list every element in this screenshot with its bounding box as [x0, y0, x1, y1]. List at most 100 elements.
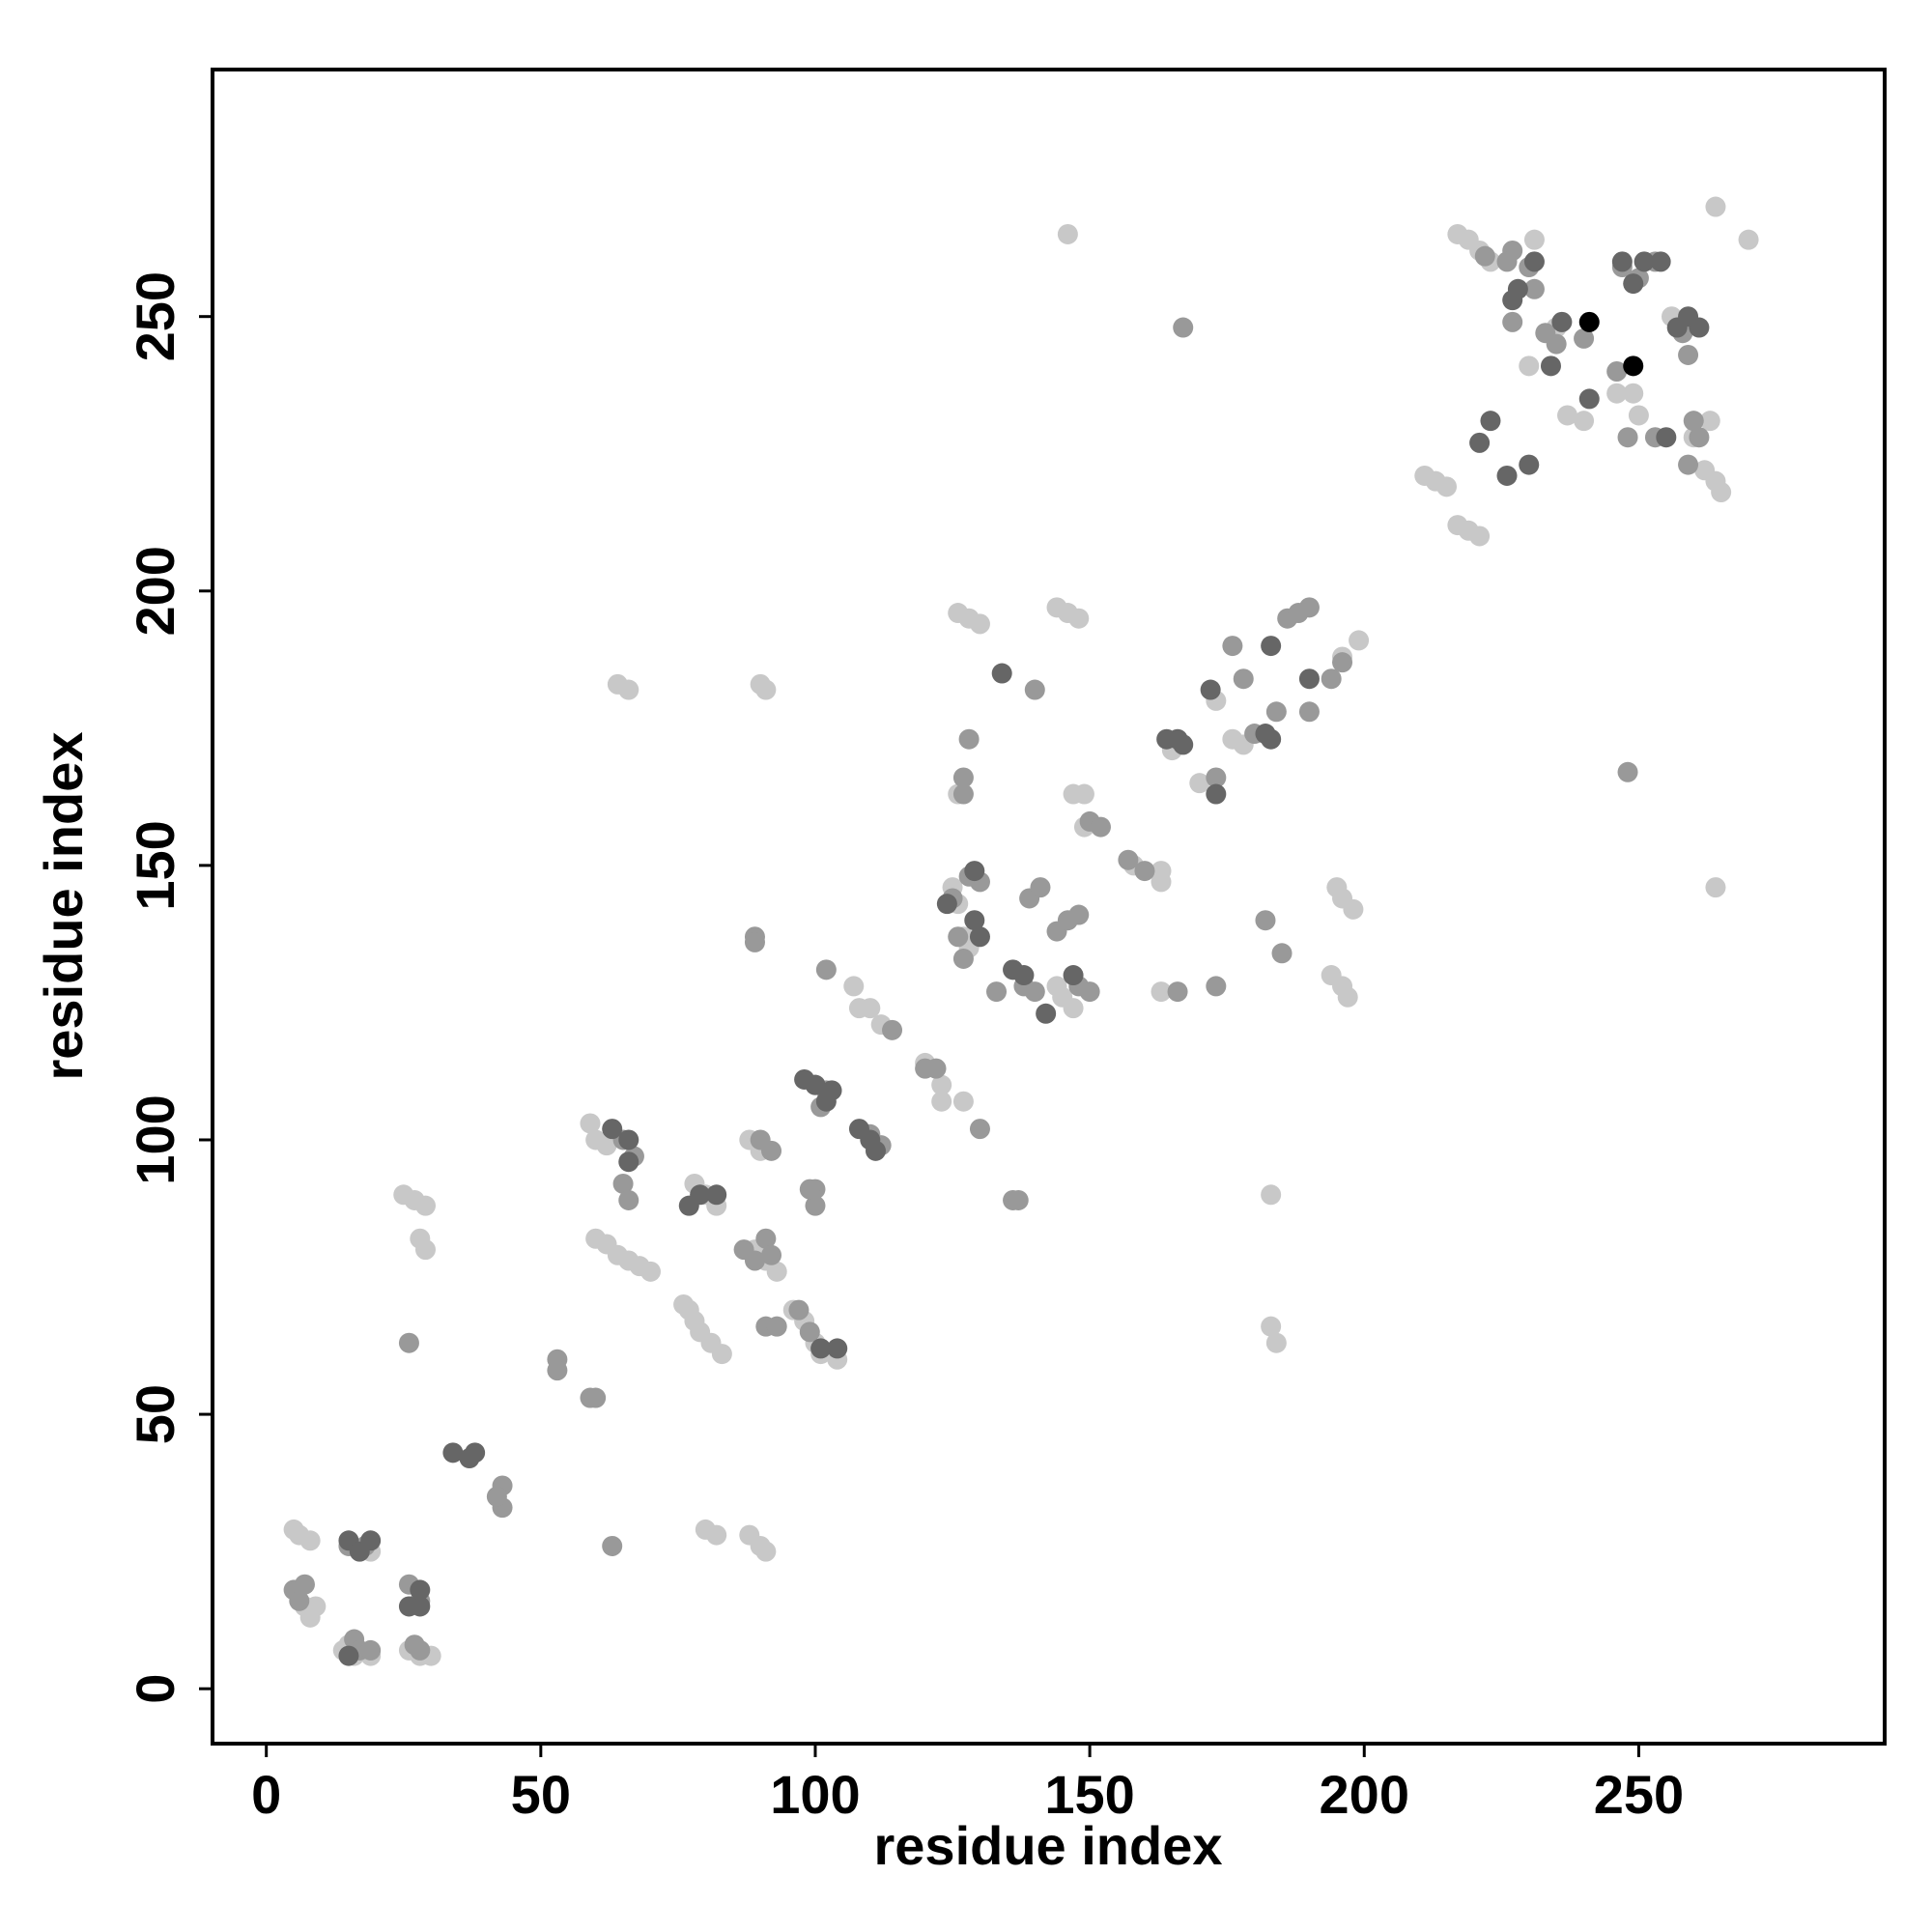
point: [1265, 701, 1287, 723]
point: [1206, 976, 1227, 997]
point: [925, 1058, 947, 1079]
point: [1151, 981, 1172, 1003]
point: [299, 1530, 321, 1551]
point: [618, 679, 639, 700]
point: [1650, 251, 1671, 272]
point: [755, 1541, 777, 1562]
point: [948, 926, 969, 948]
point: [1705, 877, 1726, 898]
point: [338, 1645, 359, 1666]
point: [414, 1195, 436, 1216]
point: [639, 1261, 661, 1282]
point: [1578, 388, 1600, 410]
x-tick-label: 200: [1320, 1764, 1409, 1825]
point: [1623, 355, 1644, 377]
point: [618, 1151, 639, 1173]
point: [1349, 630, 1370, 651]
point: [1298, 668, 1320, 690]
point: [810, 1338, 832, 1359]
point: [360, 1530, 382, 1551]
point: [1265, 1332, 1287, 1353]
y-tick-label: 100: [125, 1094, 185, 1184]
point: [788, 1299, 810, 1321]
point: [1068, 904, 1090, 925]
point: [986, 981, 1008, 1003]
point: [1738, 229, 1759, 250]
point: [1523, 229, 1545, 250]
point: [1689, 317, 1710, 338]
point: [761, 1244, 782, 1265]
y-tick-label: 250: [125, 271, 185, 361]
point: [1480, 411, 1501, 432]
point: [794, 1068, 815, 1090]
point: [1057, 223, 1078, 244]
point: [761, 1140, 782, 1161]
point: [936, 894, 957, 915]
point: [294, 1574, 315, 1595]
point: [1151, 871, 1172, 893]
point: [1343, 898, 1364, 920]
point: [1063, 965, 1084, 986]
point: [1628, 405, 1649, 426]
point: [958, 728, 980, 750]
point: [755, 1228, 777, 1249]
point: [1134, 861, 1155, 882]
point: [1617, 761, 1638, 782]
x-axis-label: residue index: [873, 1815, 1222, 1876]
point: [1689, 427, 1710, 448]
point: [815, 959, 837, 980]
point: [414, 1239, 436, 1261]
point: [1090, 816, 1111, 838]
point: [398, 1332, 419, 1353]
point: [289, 1590, 310, 1611]
point: [1298, 597, 1320, 618]
y-tick-label: 200: [125, 546, 185, 636]
point: [1167, 981, 1188, 1003]
point: [1222, 636, 1243, 657]
point: [1496, 251, 1518, 272]
point: [612, 1173, 634, 1194]
point: [755, 679, 777, 700]
point: [580, 1113, 601, 1134]
point: [991, 663, 1012, 684]
plot-frame: [211, 68, 1887, 1746]
point: [766, 1261, 787, 1282]
point: [1519, 454, 1540, 475]
point: [1063, 998, 1084, 1019]
point: [744, 931, 765, 952]
point: [766, 1316, 787, 1337]
point: [1523, 251, 1545, 272]
point: [1656, 427, 1677, 448]
y-tick-label: 50: [125, 1384, 185, 1444]
x-tick-label: 0: [251, 1764, 281, 1825]
point: [964, 861, 985, 882]
point: [1711, 482, 1732, 503]
point: [1200, 679, 1221, 700]
point: [969, 926, 990, 948]
point: [815, 1091, 837, 1112]
point: [952, 783, 974, 805]
point: [1683, 411, 1704, 432]
point: [799, 1321, 820, 1343]
point: [1678, 454, 1699, 475]
point: [410, 1579, 431, 1601]
point: [1118, 849, 1139, 870]
point: [1337, 986, 1358, 1008]
point: [1623, 383, 1644, 404]
point: [964, 910, 985, 931]
x-tick-label: 150: [1044, 1764, 1134, 1825]
y-tick-label: 0: [125, 1674, 185, 1704]
point: [602, 1535, 623, 1556]
point: [931, 1091, 952, 1112]
point: [1024, 679, 1045, 700]
point: [1496, 465, 1518, 486]
point: [1261, 728, 1282, 750]
point: [1523, 278, 1545, 299]
point: [596, 1135, 617, 1156]
point: [1030, 877, 1051, 898]
point: [1606, 361, 1628, 383]
point: [465, 1442, 486, 1463]
point: [1073, 783, 1094, 805]
point: [1079, 981, 1100, 1003]
point: [585, 1387, 607, 1408]
